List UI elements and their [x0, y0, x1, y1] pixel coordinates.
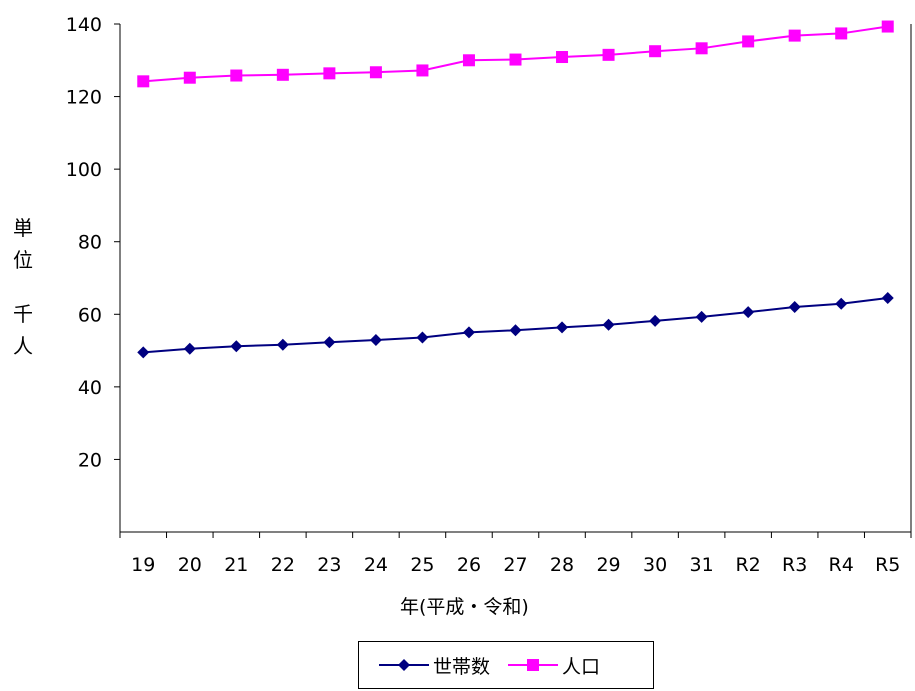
y-tick-label: 80: [78, 232, 102, 254]
x-ticks: 19 20 21 22 23 24 25 26 27 28 29 30 31 R2 R3 R4 R5: [119, 532, 912, 576]
data-point: [881, 20, 894, 33]
x-tick-label: 20: [178, 554, 202, 576]
data-point: [137, 75, 150, 88]
x-tick-label: 31: [690, 554, 714, 576]
y-axis-label: 単 位 千 人: [10, 212, 36, 362]
x-tick-label: 23: [317, 554, 341, 576]
data-point: [137, 346, 150, 359]
data-point: [462, 326, 475, 339]
y-ticks: 20 40 60 80 100 120 140: [66, 14, 120, 471]
x-tick-label: R4: [829, 554, 854, 576]
x-tick-label: R3: [782, 554, 807, 576]
data-point: [369, 334, 382, 347]
data-point: [230, 69, 243, 82]
data-point: [416, 331, 429, 344]
x-tick-label: R2: [735, 554, 760, 576]
data-point: [695, 42, 708, 55]
y-tick-label: 100: [66, 159, 102, 181]
data-point: [509, 53, 522, 66]
data-point: [230, 340, 243, 353]
data-point: [602, 318, 615, 331]
data-point: [183, 71, 196, 84]
data-point: [323, 336, 336, 349]
data-point: [835, 27, 848, 40]
data-point: [881, 291, 894, 304]
data-point: [556, 51, 569, 64]
data-point: [276, 68, 289, 81]
y-tick-label: 60: [78, 304, 102, 326]
data-point: [695, 310, 708, 323]
legend-item-population: 人口: [508, 652, 600, 679]
x-tick-label: 19: [131, 554, 155, 576]
series-layer: [137, 20, 894, 359]
data-point: [742, 306, 755, 319]
x-tick-label: 24: [364, 554, 388, 576]
x-tick-label: 30: [643, 554, 667, 576]
y-tick-label: 140: [66, 14, 102, 36]
y-tick-label: 120: [66, 87, 102, 109]
data-point: [742, 35, 755, 48]
y-tick-label: 40: [78, 377, 102, 399]
data-point: [416, 64, 429, 77]
x-tick-label: 27: [503, 554, 527, 576]
square-marker-icon: [508, 659, 559, 671]
data-point: [509, 324, 522, 337]
ylabel-char: 人: [13, 334, 33, 358]
series-0: [137, 291, 894, 359]
data-point: [462, 54, 475, 67]
legend-label: 世帯数: [433, 655, 491, 678]
ylabel-char: 千: [13, 302, 33, 326]
data-point: [556, 321, 569, 334]
y-tick-label: 20: [78, 449, 102, 471]
x-tick-label: 21: [224, 554, 248, 576]
x-axis-label: 年(平成・令和): [400, 596, 529, 618]
data-point: [369, 66, 382, 79]
series-1: [137, 20, 894, 88]
legend-label: 人口: [562, 655, 601, 678]
diamond-marker-icon: [379, 659, 429, 671]
x-tick-label: R5: [875, 554, 900, 576]
data-point: [183, 342, 196, 355]
x-tick-label: 29: [596, 554, 620, 576]
data-point: [788, 301, 801, 314]
data-point: [835, 297, 848, 310]
x-tick-label: 25: [410, 554, 434, 576]
data-point: [276, 338, 289, 351]
data-point: [649, 314, 662, 327]
data-point: [602, 48, 615, 61]
legend: 世帯数 人口: [358, 641, 654, 689]
ylabel-char: 位: [13, 248, 33, 272]
ylabel-char: 単: [13, 216, 33, 240]
data-point: [649, 45, 662, 58]
data-point: [323, 67, 336, 80]
legend-item-households: 世帯数: [379, 652, 490, 679]
x-tick-label: 22: [271, 554, 295, 576]
data-point: [788, 29, 801, 42]
x-tick-label: 28: [550, 554, 574, 576]
x-tick-label: 26: [457, 554, 481, 576]
